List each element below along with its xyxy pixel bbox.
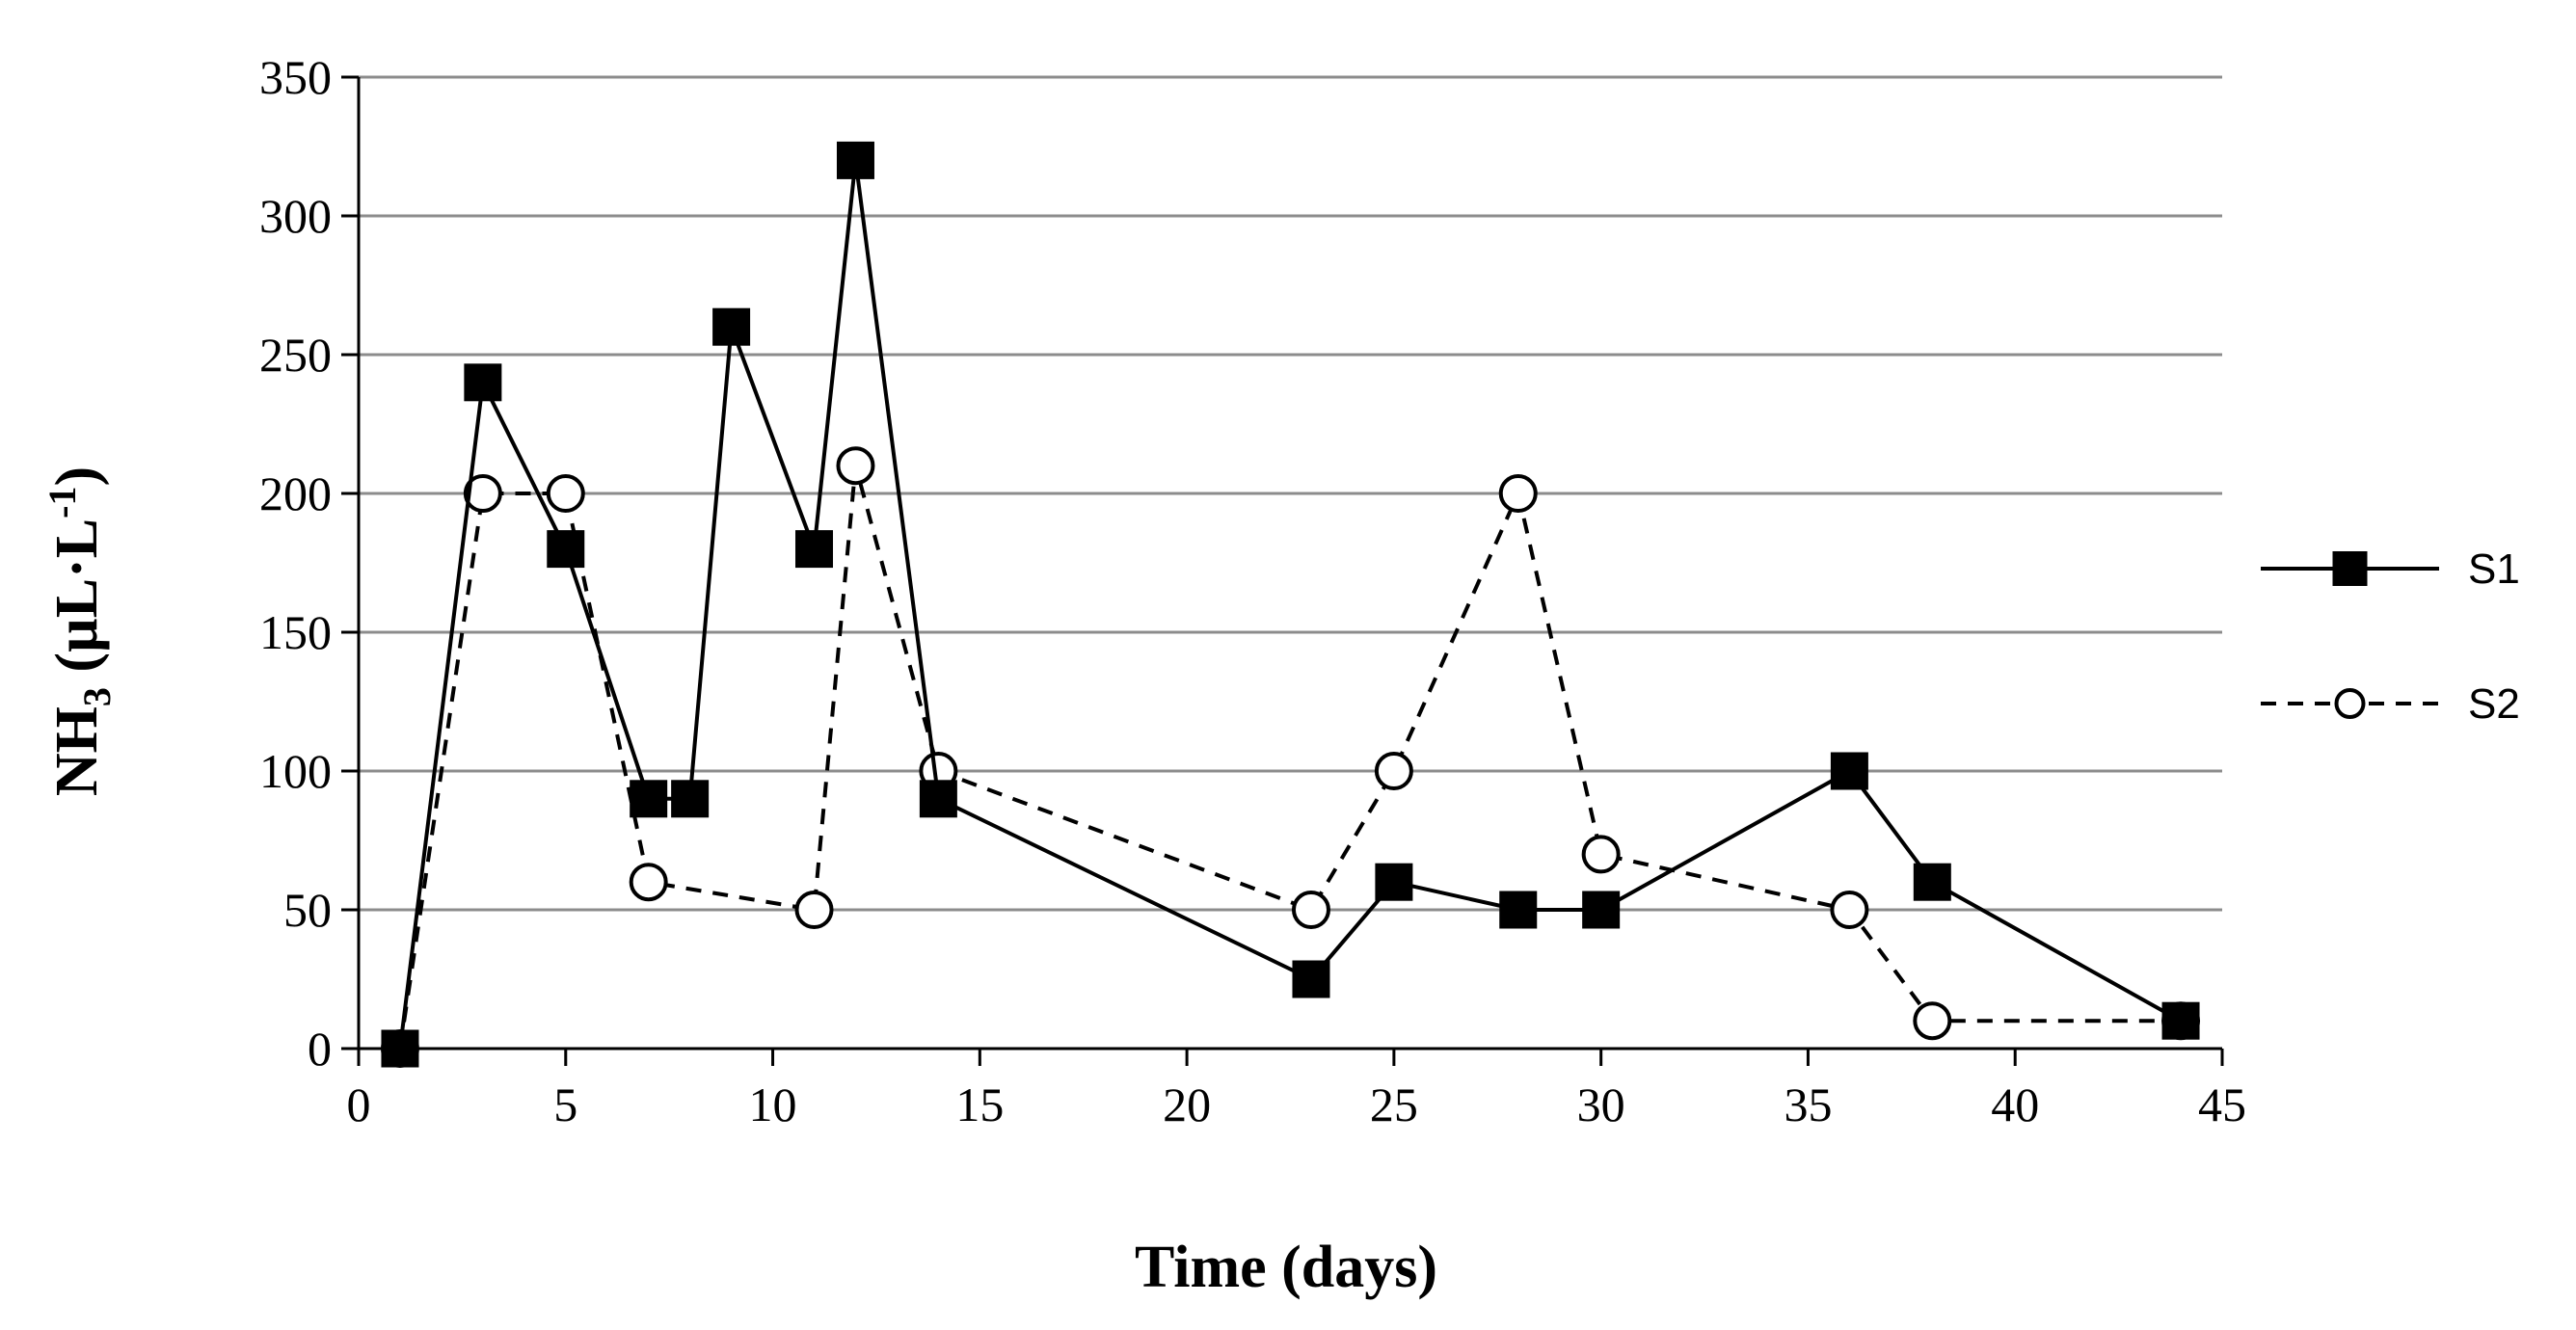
y-tick-label-50: 50 [283,883,332,937]
y-tick-label-100: 100 [259,744,332,798]
series-s2-point [546,474,585,513]
series-s2-point [1291,891,1330,929]
series-s1-point [381,1029,419,1068]
series-s1-point [836,141,874,179]
legend: S1 S2 [2261,545,2520,728]
series-s2-line [397,464,2182,1050]
y-tick-label-350: 350 [259,50,332,104]
legend-label-s1: S1 [2468,545,2520,593]
series-s1-point [795,530,834,569]
y-tick-label-0: 0 [308,1022,332,1076]
series-s1-point [2161,1001,2200,1040]
series-s1-point [1830,752,1868,790]
series-s2-point [1830,891,1869,929]
series-s1-point [671,780,710,818]
series-s1-point [1292,960,1330,998]
series-s2-point [1498,474,1538,513]
y-axis-title-superscript: -1 [40,487,84,519]
series-s1-point [712,307,751,346]
x-tick-label-45: 45 [2198,1077,2246,1131]
series-s2-point [836,446,875,486]
legend-marker-s1 [2332,551,2368,586]
legend-marker-s2 [2334,688,2366,719]
x-tick-label-25: 25 [1370,1077,1418,1131]
y-tick-label-150: 150 [259,605,332,659]
legend-item-s2: S2 [2261,680,2520,728]
x-tick-label-20: 20 [1163,1077,1211,1131]
series-s2-point [629,863,668,902]
x-tick-label-15: 15 [955,1077,1004,1131]
x-tick-label-30: 30 [1577,1077,1625,1131]
series-s1-point [919,780,957,818]
y-axis-title-prefix: NH [44,706,110,796]
series-s1-point [630,780,668,818]
y-axis-title: NH3 (µL·L-1) [40,466,119,796]
legend-item-s1: S1 [2261,545,2520,593]
series-s1-point [1913,863,1951,901]
y-tick-label-250: 250 [259,328,332,382]
legend-label-s2: S2 [2468,680,2520,728]
x-tick-label-0: 0 [347,1077,371,1131]
series-s1-point [464,363,502,402]
x-tick-label-40: 40 [1991,1077,2039,1131]
x-tick-label-35: 35 [1784,1077,1832,1131]
series-s1-point [1375,863,1413,901]
y-axis-title-suffix: ) [44,466,110,487]
series-s1-line [397,158,2183,1050]
y-axis-title-middle: (µL·L [44,519,110,687]
y-axis-title-subscript: 3 [75,687,119,706]
series-s1-point [1499,891,1538,929]
axes: 0 50 100 150 200 250 300 350 0 5 10 15 20 25 30 35 40 45 [259,50,2246,1131]
x-tick-label-5: 5 [553,1077,577,1131]
series-s2-point [1374,752,1413,790]
series-s1 [381,141,2200,1068]
series-s2-point [794,891,834,929]
x-axis-title: Time (days) [1135,1235,1437,1300]
series-s2-point [1581,835,1621,874]
series-s2-point [463,474,502,513]
series-s1-point [547,530,585,569]
series-layer [380,141,2201,1068]
y-tick-label-300: 300 [259,189,332,243]
series-s1-point [1582,891,1621,929]
gridlines [359,75,2222,912]
series-s2 [380,446,2201,1068]
x-tick-label-10: 10 [749,1077,797,1131]
y-tick-label-200: 200 [259,466,332,520]
series-s2-point [1913,1001,1952,1041]
